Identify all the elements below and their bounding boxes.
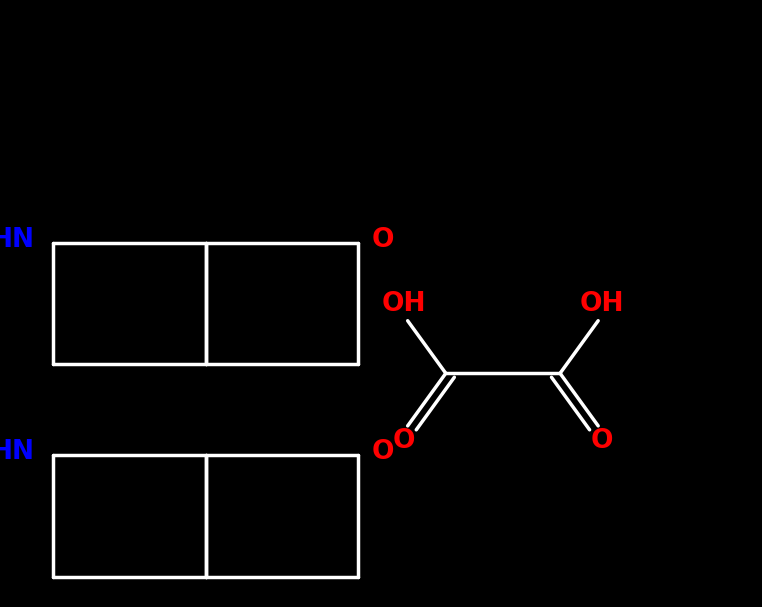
Text: O: O [392, 428, 415, 454]
Text: O: O [591, 428, 613, 454]
Text: OH: OH [382, 291, 426, 317]
Text: O: O [372, 227, 395, 253]
Text: O: O [372, 439, 395, 465]
Text: HN: HN [0, 439, 34, 465]
Text: HN: HN [0, 227, 34, 253]
Text: OH: OH [580, 291, 624, 317]
